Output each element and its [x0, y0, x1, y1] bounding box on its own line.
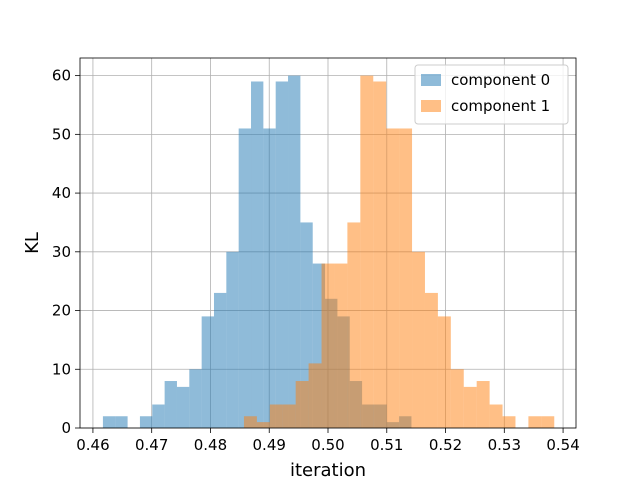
x-tick-label: 0.52 — [429, 436, 462, 454]
histogram-bar-series-0 — [226, 251, 239, 428]
histogram-bar-series-1 — [541, 416, 555, 428]
legend-label: component 1 — [451, 97, 550, 115]
x-tick-label: 0.46 — [76, 436, 109, 454]
y-axis-label: KL — [22, 232, 43, 254]
legend-swatch — [421, 74, 441, 86]
histogram-bar-series-0 — [251, 81, 264, 428]
y-tick-label: 60 — [52, 67, 71, 85]
histogram-bar-series-0 — [115, 416, 128, 428]
histogram-bar-series-1 — [295, 381, 309, 428]
histogram-bar-series-0 — [238, 128, 252, 428]
histogram-bar-series-0 — [263, 128, 276, 428]
histogram-bar-series-1 — [373, 81, 387, 428]
x-tick-label: 0.50 — [311, 436, 344, 454]
histogram-bar-series-1 — [450, 369, 464, 428]
histogram-bar-series-1 — [321, 263, 335, 428]
histogram-bar-series-0 — [102, 416, 116, 428]
x-tick-label: 0.51 — [370, 436, 403, 454]
histogram-bar-series-1 — [386, 128, 400, 428]
histogram-bar-series-1 — [308, 363, 322, 428]
histogram-bar-series-1 — [502, 416, 516, 428]
y-tick-label: 20 — [52, 302, 71, 320]
histogram-bars — [102, 75, 555, 428]
histogram-bar-series-1 — [256, 422, 270, 428]
y-tick-label: 0 — [61, 419, 71, 437]
y-tick-label: 50 — [52, 125, 71, 143]
y-tick-label: 10 — [52, 360, 71, 378]
histogram-bar-series-0 — [139, 416, 153, 428]
y-tick-label: 40 — [52, 184, 71, 202]
x-axis-label: iteration — [290, 460, 366, 480]
histogram-bar-series-1 — [437, 316, 451, 428]
histogram-bar-series-1 — [463, 386, 477, 428]
histogram-bar-series-0 — [176, 386, 190, 428]
histogram-bar-series-1 — [347, 222, 361, 428]
histogram-bar-series-1 — [243, 416, 257, 428]
x-tick-label: 0.48 — [194, 436, 227, 454]
histogram-bar-series-0 — [213, 292, 227, 428]
histogram-bar-series-1 — [269, 404, 283, 428]
x-tick-label: 0.49 — [253, 436, 286, 454]
histogram-bar-series-0 — [275, 81, 289, 428]
histogram-bar-series-1 — [476, 381, 490, 428]
histogram-bar-series-1 — [334, 263, 348, 428]
y-tick-label: 30 — [52, 243, 71, 261]
x-tick-label: 0.54 — [546, 436, 579, 454]
histogram-bar-series-1 — [412, 251, 425, 428]
histogram-bar-series-0 — [288, 75, 301, 428]
histogram-bar-series-0 — [164, 381, 177, 428]
legend-label: component 0 — [451, 71, 550, 89]
histogram-bar-series-1 — [399, 128, 413, 428]
histogram-bar-series-0 — [189, 369, 202, 428]
histogram-bar-series-0 — [201, 316, 214, 428]
legend-box — [414, 64, 569, 125]
histogram-bar-series-1 — [424, 292, 438, 428]
histogram-bar-series-1 — [489, 404, 503, 428]
histogram-bar-series-1 — [360, 75, 374, 428]
histogram-bar-series-1 — [528, 416, 542, 428]
histogram-bar-series-1 — [282, 404, 296, 428]
histogram-bar-series-0 — [152, 404, 165, 428]
x-tick-label: 0.47 — [135, 436, 168, 454]
x-tick-label: 0.53 — [488, 436, 521, 454]
axis-ticks: 0.46 0.47 0.48 0.49 0.50 0.51 0.52 0.53 0.54 0 10 2… — [52, 67, 580, 454]
legend: component 0 component 1 — [414, 64, 569, 125]
legend-swatch — [421, 100, 441, 112]
